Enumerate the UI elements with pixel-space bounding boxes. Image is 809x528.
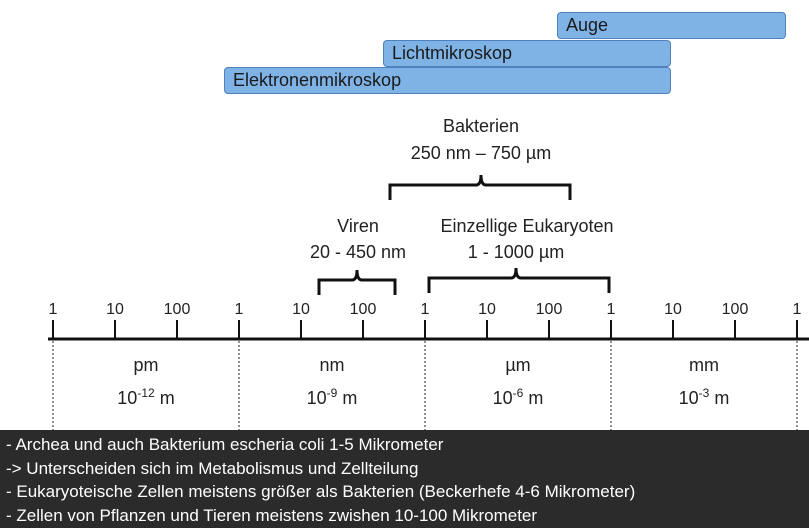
tick-label: 1 (421, 301, 430, 318)
scale-ticks (52, 320, 798, 339)
caption-line: - Archea und auch Bakterium escheria col… (6, 435, 444, 454)
caption-line: - Eukaryoteische Zellen meistens größer … (6, 482, 636, 501)
tick-label: 1 (235, 301, 244, 318)
unit-power-mm: 10-3 m (679, 386, 730, 408)
tick-label: 100 (536, 301, 563, 318)
unit-names: pm nm µm mm (133, 355, 719, 375)
unit-name-nm: nm (319, 355, 344, 375)
unit-name-pm: pm (133, 355, 158, 375)
eukaryoten-range: 1 - 1000 µm (468, 242, 564, 262)
tick-label: 10 (292, 301, 310, 318)
diagram-canvas: Auge Lichtmikroskop Elektronenmikroskop … (0, 0, 809, 430)
tick-label: 10 (106, 301, 124, 318)
caption-panel: - Archea und auch Bakterium escheria col… (0, 430, 809, 528)
tick-label: 100 (164, 301, 191, 318)
eukaryoten-label: Einzellige Eukaryoten (440, 216, 613, 236)
bakterien-label: Bakterien (443, 116, 519, 136)
tick-label: 100 (350, 301, 377, 318)
tick-label: 1 (607, 301, 616, 318)
tick-label: 1 (793, 301, 802, 318)
viren-brace (317, 269, 397, 295)
unit-name-um: µm (505, 355, 530, 375)
bar-auge: Auge (557, 12, 786, 39)
caption-line: - Zellen von Pflanzen und Tieren meisten… (6, 505, 538, 525)
unit-separators (52, 341, 798, 430)
tick-label: 10 (478, 301, 496, 318)
bakterien-brace (388, 174, 572, 200)
tick-labels: 1 10 100 1 10 100 1 10 100 1 10 100 1 (49, 301, 802, 318)
caption-line: -> Unterscheiden sich im Metabolismus un… (6, 458, 419, 478)
tick-label: 10 (664, 301, 682, 318)
unit-power-um: 10-6 m (493, 386, 544, 408)
unit-powers: 10-12 m 10-9 m 10-6 m 10-3 m (117, 386, 729, 408)
tick-label: 1 (49, 301, 58, 318)
tick-label: 100 (722, 301, 749, 318)
bar-elektronenmikroskop: Elektronenmikroskop (224, 67, 671, 94)
eukaryoten-brace (427, 267, 611, 293)
bar-lichtmikroskop: Lichtmikroskop (383, 40, 671, 67)
viren-range: 20 - 450 nm (310, 242, 406, 262)
unit-name-mm: mm (689, 355, 719, 375)
unit-power-nm: 10-9 m (307, 386, 358, 408)
unit-power-pm: 10-12 m (117, 386, 174, 408)
viren-label: Viren (337, 216, 379, 236)
bakterien-range: 250 nm – 750 µm (411, 143, 551, 163)
scale-diagram: Bakterien 250 nm – 750 µm Viren 20 - 450… (48, 116, 809, 430)
